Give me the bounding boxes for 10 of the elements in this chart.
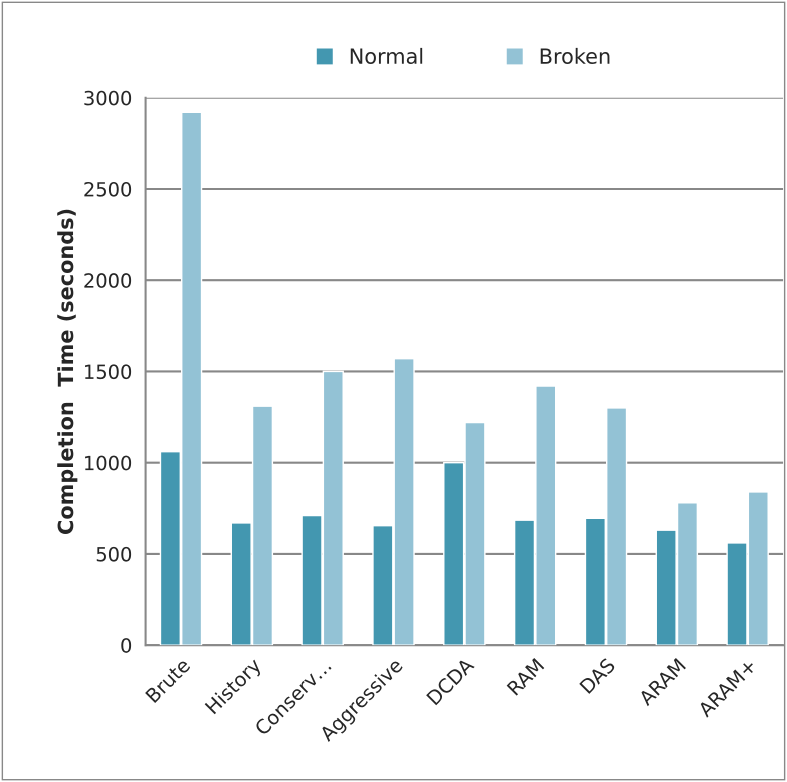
y-tick-label: 500	[96, 546, 132, 562]
y-tick-label: 1500	[85, 364, 132, 380]
y-tick-label: 2500	[84, 182, 132, 197]
y-tick-label: 1000	[85, 456, 132, 470]
y-axis-title: Completion Time (seconds)	[57, 210, 78, 534]
y-tick-label: 0	[121, 638, 132, 653]
legend-label: Broken	[540, 48, 610, 64]
y-tick-label: 2000	[84, 273, 132, 288]
y-tick-label: 3000	[84, 90, 132, 106]
legend-label: Normal	[350, 48, 422, 64]
